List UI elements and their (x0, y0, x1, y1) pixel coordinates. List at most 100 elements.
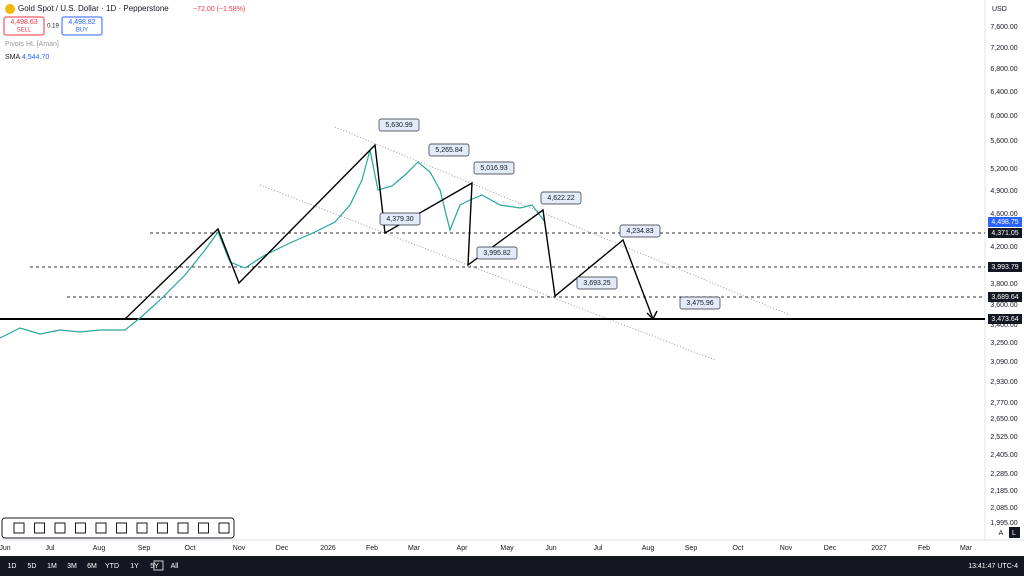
log-scale[interactable]: L (1012, 530, 1016, 537)
time-label: Jul (46, 545, 55, 552)
time-label: Dec (276, 545, 289, 552)
time-label: Jun (0, 545, 11, 552)
channel-line (259, 184, 716, 361)
auto-scale[interactable]: A (999, 530, 1004, 537)
annotation: 5,630.99 (385, 122, 412, 129)
log-button-bg (1009, 527, 1020, 538)
tool-icon[interactable] (13, 522, 25, 534)
time-label: Aug (93, 545, 106, 552)
price-tag (988, 217, 1022, 227)
channel-line (334, 126, 791, 316)
price-label: 6,800.00 (990, 66, 1017, 73)
tool-icon[interactable] (157, 522, 168, 534)
sma-value: 4,544.70 (22, 54, 49, 61)
annotation: 4,379.30 (386, 216, 413, 223)
price-tag-label: 4,498.75 (991, 219, 1018, 226)
price-label: 7,200.00 (990, 45, 1017, 52)
range-button[interactable]: 3M (67, 563, 77, 570)
drawing-toolbar (1, 517, 235, 539)
price-label: 6,000.00 (990, 113, 1017, 120)
time-label: Dec (824, 545, 837, 552)
tool-icon[interactable] (198, 522, 209, 534)
footer-bar (0, 556, 1024, 576)
price-tag-label: 3,689.64 (991, 294, 1018, 301)
time-label: Nov (780, 545, 793, 552)
annotation-box (428, 143, 470, 157)
price-label: 2,525.00 (990, 434, 1017, 441)
annotation-box (476, 246, 518, 260)
time-label: May (500, 545, 514, 552)
tool-icon[interactable] (75, 522, 86, 534)
range-button[interactable]: All (171, 563, 179, 570)
time-label: Sep (685, 545, 698, 552)
price-tag (988, 228, 1022, 238)
buy-price: 4,498.82 (68, 19, 95, 26)
time-label: Oct (733, 545, 744, 552)
time-label: Aug (642, 545, 655, 552)
time-label: 2027 (871, 545, 887, 552)
range-button[interactable]: 6M (87, 563, 97, 570)
sell-button[interactable] (3, 16, 45, 36)
annotation: 5,265.84 (435, 147, 462, 154)
annotation-box (619, 224, 661, 238)
annotation-box (679, 296, 721, 310)
range-button[interactable]: 1M (47, 563, 57, 570)
price-label: 5,200.00 (990, 166, 1017, 173)
price-tag (988, 314, 1022, 324)
tool-icon[interactable] (95, 522, 107, 534)
price-label: 6,400.00 (990, 89, 1017, 96)
price-tag-label: 3,473.64 (991, 316, 1018, 323)
tool-icon[interactable] (177, 522, 189, 534)
price-label: 5,600.00 (990, 138, 1017, 145)
range-button[interactable]: 5D (28, 563, 37, 570)
buy-button[interactable] (61, 16, 103, 36)
price-label: 4,600.00 (990, 211, 1017, 218)
time-label: Mar (960, 545, 973, 552)
price-tag (988, 262, 1022, 272)
indicator: SMA (5, 54, 21, 61)
time-label: Nov (233, 545, 246, 552)
range-button[interactable]: 5Y (150, 563, 159, 570)
symbol-icon (5, 4, 15, 14)
time-label: Jul (594, 545, 603, 552)
range-button[interactable]: 1Y (130, 563, 139, 570)
sell-price: 4,498.63 (10, 19, 37, 26)
annotations: 5,630.99 5,265.84 5,016.93 4,622.22 4,379.30… (378, 118, 721, 310)
price-tag-label: 4,371.05 (991, 230, 1018, 237)
tool-icon[interactable] (218, 522, 230, 534)
time-label: Jun (545, 545, 556, 552)
footer: 1D 5D 1M 3M 6M YTD 1Y 5Y All 13:41:47 UTC-4 A L (0, 527, 1024, 576)
annotation: 3,693.25 (583, 280, 610, 287)
annotation: 4,234.83 (626, 228, 653, 235)
time-label: Apr (457, 545, 469, 552)
arrow-head (646, 310, 658, 321)
annotation-box (473, 161, 515, 175)
price-path (0, 149, 546, 339)
price-label: 3,400.00 (990, 322, 1017, 329)
spread: 0.19 (47, 24, 59, 30)
time-label: Oct (185, 545, 196, 552)
tool-icon[interactable] (136, 522, 148, 534)
annotation: 3,995.82 (483, 250, 510, 257)
tool-icon[interactable] (54, 522, 66, 534)
price-label: 2,085.00 (990, 505, 1017, 512)
tool-icon[interactable] (116, 522, 127, 534)
calendar-icon[interactable] (153, 560, 164, 571)
time-label: Feb (918, 545, 930, 552)
price-label: 3,800.00 (990, 281, 1017, 288)
buy-label: BUY (76, 28, 88, 34)
time-axis: Jun Jul Aug Sep Oct Nov Dec 2026 Feb Mar Apr May Jun… (0, 545, 973, 552)
tool-icon[interactable] (34, 522, 45, 534)
currency: USD (992, 6, 1007, 13)
price-label: 2,185.00 (990, 488, 1017, 495)
symbol: Gold Spot / U.S. Dollar · 1D · Peppersto… (18, 4, 169, 13)
range-button[interactable]: 1D (8, 563, 17, 570)
header: Gold Spot / U.S. Dollar · 1D · Peppersto… (3, 4, 245, 61)
price-label: 2,650.00 (990, 416, 1017, 423)
annotation-box (576, 276, 618, 290)
time-label: Sep (138, 545, 151, 552)
range-button[interactable]: YTD (105, 563, 119, 570)
indicator: Pivots HL [Aman] (5, 41, 59, 48)
